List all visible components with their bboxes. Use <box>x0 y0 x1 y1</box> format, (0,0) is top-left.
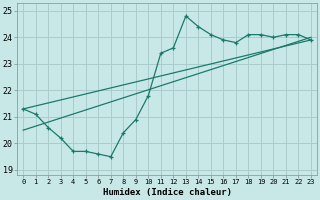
X-axis label: Humidex (Indice chaleur): Humidex (Indice chaleur) <box>103 188 232 197</box>
